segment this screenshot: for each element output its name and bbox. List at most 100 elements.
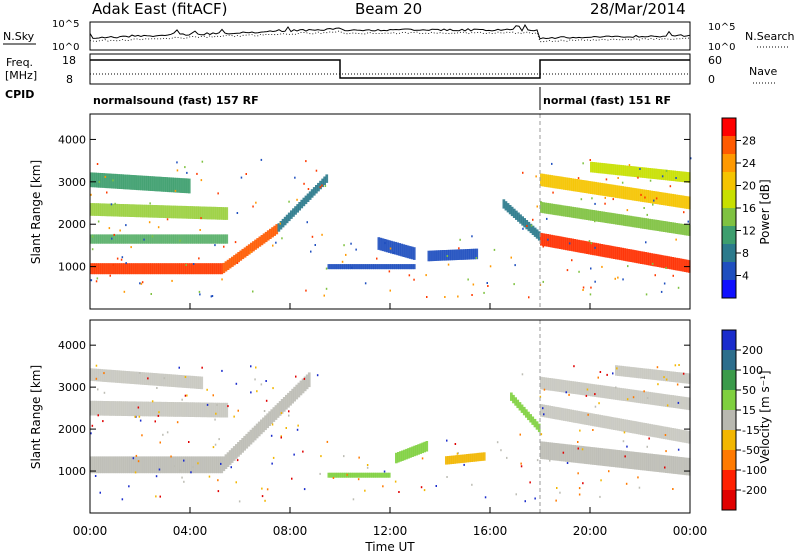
heatmap-cell — [677, 223, 681, 235]
heatmap-speckle — [590, 242, 593, 245]
heatmap-speckle — [627, 265, 629, 268]
heatmap-speckle — [382, 485, 384, 488]
heatmap-speckle — [200, 217, 202, 220]
heatmap-speckle — [326, 440, 329, 443]
heatmap-speckle — [184, 394, 187, 397]
heatmap-cell — [585, 209, 589, 220]
heatmap-cell — [137, 204, 141, 218]
heatmap-speckle — [230, 466, 232, 469]
heatmap-cell — [360, 264, 364, 270]
heatmap-cell — [592, 447, 595, 465]
heatmap-cell — [629, 249, 633, 262]
heatmap-speckle — [646, 213, 648, 216]
heatmap-cell — [556, 443, 560, 461]
heatmap-cell — [617, 213, 620, 225]
heatmap-speckle — [521, 373, 524, 376]
heatmap-cell — [552, 235, 556, 248]
heatmap-speckle — [128, 485, 130, 488]
heatmap-speckle — [446, 439, 448, 442]
heatmap-cell — [548, 234, 551, 248]
heatmap-cell — [210, 456, 213, 474]
heatmap-cell — [660, 169, 664, 180]
heatmap-speckle — [471, 235, 473, 238]
heatmap-cell — [257, 421, 261, 437]
heatmap-cell — [627, 420, 631, 433]
heatmap-speckle — [526, 225, 528, 227]
heatmap-cell — [183, 402, 187, 417]
heatmap-cell — [214, 263, 217, 275]
heatmap-speckle — [91, 235, 94, 238]
heatmap-cell — [544, 377, 547, 390]
heatmap-cell — [535, 421, 539, 430]
heatmap-cell — [577, 410, 581, 424]
heatmap-cell — [677, 456, 681, 475]
heatmap-cell — [650, 253, 654, 266]
heatmap-speckle — [665, 169, 668, 172]
heatmap-speckle — [236, 212, 239, 214]
heatmap-cell — [117, 174, 120, 189]
heatmap-cell — [581, 180, 585, 193]
heatmap-speckle — [643, 207, 645, 209]
heatmap-speckle — [350, 266, 353, 269]
heatmap-cell — [681, 195, 685, 209]
colorbar-swatch — [722, 350, 736, 371]
heatmap-cell — [687, 373, 691, 384]
heatmap-speckle — [90, 432, 92, 435]
heatmap-cell — [633, 389, 637, 403]
heatmap-cell — [123, 263, 126, 275]
heatmap-cell — [617, 450, 620, 468]
heatmap-cell — [194, 376, 197, 389]
heatmap-cell — [679, 372, 683, 383]
nave-tick-low: 0 — [708, 73, 715, 86]
heatmap-speckle — [632, 396, 635, 399]
heatmap-cell — [642, 368, 645, 379]
heatmap-cell — [665, 394, 668, 407]
heatmap-cell — [175, 177, 179, 193]
heatmap-cell — [540, 173, 543, 187]
heatmap-cell — [679, 396, 683, 409]
heatmap-speckle — [666, 404, 669, 407]
heatmap-speckle — [364, 282, 367, 285]
heatmap-speckle — [599, 371, 602, 373]
heatmap-cell — [631, 420, 635, 434]
heatmap-speckle — [682, 372, 685, 375]
heatmap-cell — [662, 221, 666, 232]
heatmap-cell — [456, 249, 460, 260]
heatmap-cell — [652, 424, 656, 438]
heatmap-speckle — [113, 233, 115, 236]
heatmap-speckle — [197, 462, 199, 465]
heatmap-cell — [685, 224, 689, 236]
heatmap-speckle — [158, 468, 161, 471]
heatmap-cell — [629, 451, 633, 469]
heatmap-speckle — [110, 203, 113, 206]
heatmap-cell — [140, 372, 143, 385]
xtick-label: 00:00 — [673, 524, 708, 538]
heatmap-cell — [100, 234, 104, 244]
heatmap-cell — [390, 264, 393, 270]
heatmap-cell — [145, 263, 149, 275]
xtick-label: 08:00 — [273, 524, 308, 538]
heatmap-cell — [175, 205, 179, 219]
heatmap-cell — [131, 456, 135, 474]
heatmap-speckle — [546, 217, 548, 220]
heatmap-cell — [139, 456, 143, 474]
heatmap-cell — [667, 455, 670, 474]
heatmap-cell — [268, 411, 271, 426]
heatmap-cell — [558, 443, 562, 462]
heatmap-speckle — [413, 278, 415, 281]
heatmap-cell — [247, 431, 251, 447]
heatmap-cell — [190, 402, 193, 417]
heatmap-cell — [542, 173, 545, 187]
heatmap-speckle — [212, 394, 214, 397]
heatmap-cell — [362, 472, 366, 478]
xtick-label: 20:00 — [573, 524, 608, 538]
heatmap-cell — [681, 258, 685, 272]
freq-tick-high: 18 — [62, 54, 76, 67]
heatmap-speckle — [617, 177, 619, 179]
heatmap-speckle — [519, 433, 521, 436]
heatmap-cell — [592, 181, 595, 195]
heatmap-cell — [421, 442, 424, 454]
heatmap-speckle — [119, 229, 121, 232]
